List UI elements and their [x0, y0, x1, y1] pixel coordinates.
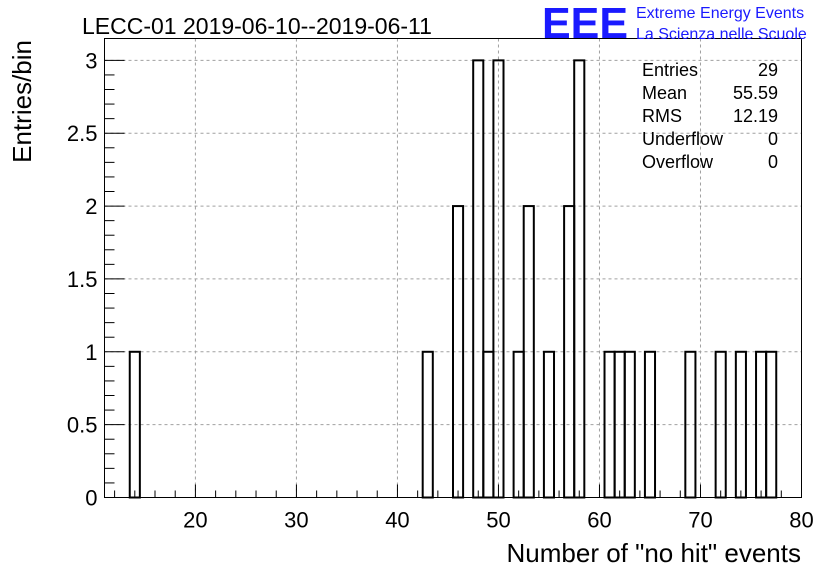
y-tick-label: 1 — [85, 340, 97, 365]
stat-value-rms: 12.19 — [733, 106, 778, 126]
stats-box: Entries 29 Mean 55.59 RMS 12.19 Underflo… — [642, 60, 778, 172]
x-tick-label: 40 — [385, 508, 409, 533]
stat-label-rms: RMS — [642, 106, 682, 126]
y-tick-label: 0.5 — [67, 413, 98, 438]
stat-value-overflow: 0 — [768, 152, 778, 172]
y-tick-label: 3 — [85, 48, 97, 73]
x-tick-label: 80 — [789, 508, 813, 533]
stat-value-underflow: 0 — [768, 129, 778, 149]
x-tick-label: 50 — [486, 508, 510, 533]
chart-title: LECC-01 2019-06-10--2019-06-11 — [82, 13, 432, 39]
y-tick-label: 1.5 — [67, 267, 98, 292]
eee-logo-letters: EEE — [542, 0, 628, 48]
stat-value-entries: 29 — [758, 60, 778, 80]
stat-label-entries: Entries — [642, 60, 698, 80]
y-tick-label: 0 — [85, 486, 97, 511]
x-tick-label: 30 — [284, 508, 308, 533]
x-tick-label: 60 — [587, 508, 611, 533]
eee-logo: EEE Extreme Energy Events La Scienza nel… — [542, 0, 807, 48]
y-tick-label: 2 — [85, 194, 97, 219]
stat-label-mean: Mean — [642, 83, 687, 103]
x-tick-label: 70 — [688, 508, 712, 533]
plot-frame — [104, 38, 802, 498]
eee-logo-line1: Extreme Energy Events — [636, 5, 804, 22]
x-tick-label: 20 — [183, 508, 207, 533]
axis-ticks: 20 30 40 50 60 70 80 0 0.5 1 1.5 2 2.5 3 — [67, 48, 814, 532]
y-axis-label: Entries/bin — [7, 40, 37, 163]
stat-label-underflow: Underflow — [642, 129, 724, 149]
stat-value-mean: 55.59 — [733, 83, 778, 103]
stat-label-overflow: Overflow — [642, 152, 714, 172]
x-axis-label: Number of "no hit" events — [507, 538, 802, 568]
y-tick-label: 2.5 — [67, 121, 98, 146]
eee-logo-line2: La Scienza nelle Scuole — [636, 26, 807, 43]
